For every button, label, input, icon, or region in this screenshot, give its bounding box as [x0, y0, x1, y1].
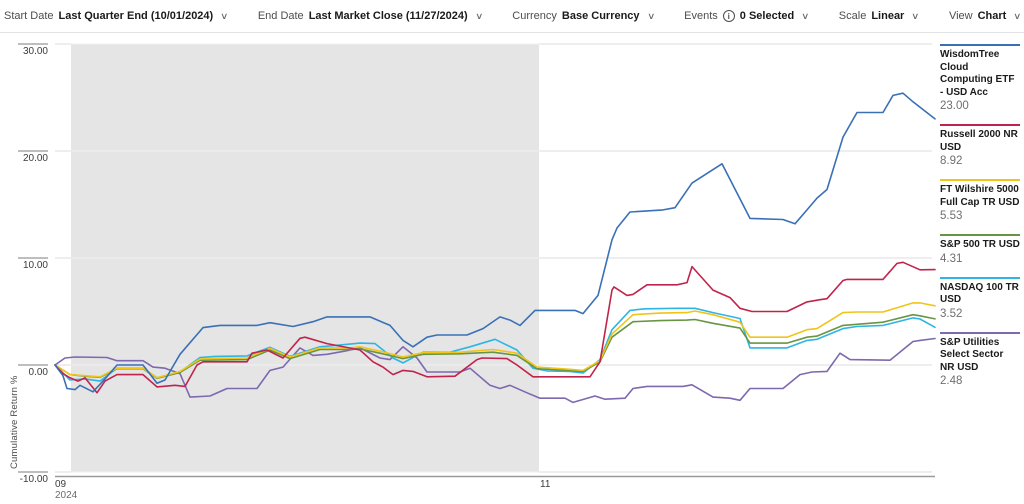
- legend-item-name: S&P Utilities Select Sector NR USD: [940, 336, 1004, 373]
- currency-label: Currency: [512, 10, 557, 22]
- currency-dropdown[interactable]: Currency Base Currency ∨: [512, 10, 655, 22]
- events-dropdown[interactable]: Events i 0 Selected ∨: [684, 10, 810, 22]
- legend-item-value: 4.31: [940, 252, 963, 265]
- toolbar: Start Date Last Quarter End (10/01/2024)…: [0, 0, 1024, 33]
- legend-item-sp-500[interactable]: S&P 500 TR USD 4.31: [940, 234, 1020, 266]
- series-line-ft-wilshire-5000[interactable]: [54, 302, 936, 379]
- series-line-russell-2000[interactable]: [54, 261, 936, 394]
- currency-value: Base Currency: [561, 10, 640, 22]
- scale-label: Scale: [838, 10, 867, 22]
- y-axis-label: 10.00: [22, 260, 48, 271]
- legend-item-value: 23.00: [940, 100, 969, 112]
- start-date-value: Last Quarter End (10/01/2024): [58, 10, 214, 22]
- legend-item-value: 3.52: [940, 307, 963, 320]
- info-icon[interactable]: i: [722, 10, 735, 22]
- chart-plot-area[interactable]: [0, 33, 1024, 504]
- chevron-down-icon: ∨: [801, 10, 810, 21]
- legend-item-russell-2000[interactable]: Russell 2000 NR USD 8.92: [940, 124, 1020, 168]
- chevron-down-icon: ∨: [911, 10, 920, 21]
- start-date-label: Start Date: [4, 10, 54, 22]
- legend: WisdomTree Cloud Computing ETF - USD Acc…: [940, 44, 1020, 399]
- y-axis-title: Cumulative Return %: [9, 375, 20, 469]
- events-label: Events: [684, 10, 718, 22]
- legend-item-name: NASDAQ 100 TR USD: [940, 281, 1019, 306]
- end-date-value: Last Market Close (11/27/2024): [308, 10, 468, 22]
- chevron-down-icon: ∨: [646, 10, 655, 21]
- scale-dropdown[interactable]: Scale Linear ∨: [838, 10, 920, 22]
- x-tick: 09 2024: [55, 479, 77, 501]
- legend-item-value: 5.53: [940, 210, 963, 222]
- legend-item-value: 8.92: [940, 155, 963, 167]
- x-axis-label: 11: [540, 479, 551, 490]
- view-label: View: [948, 10, 973, 22]
- y-axis-label: -10.00: [19, 474, 48, 485]
- series-line-sp-500[interactable]: [54, 313, 936, 380]
- legend-item-ft-wilshire-5000[interactable]: FT Wilshire 5000 Full Cap TR USD 5.53: [940, 179, 1020, 223]
- y-axis-label: 0.00: [28, 367, 48, 378]
- legend-item-name: FT Wilshire 5000 Full Cap TR USD: [940, 184, 1020, 208]
- chevron-down-icon: ∨: [474, 10, 484, 21]
- start-date-dropdown[interactable]: Start Date Last Quarter End (10/01/2024)…: [4, 10, 229, 22]
- end-date-dropdown[interactable]: End Date Last Market Close (11/27/2024) …: [257, 10, 484, 22]
- legend-item-name: S&P 500 TR USD: [940, 239, 1020, 250]
- view-value: Chart: [977, 10, 1007, 22]
- y-axis-label: 20.00: [22, 153, 48, 164]
- legend-item-name: Russell 2000 NR USD: [940, 129, 1018, 153]
- legend-item-value: 2.48: [940, 375, 963, 387]
- x-tick: 11: [540, 479, 550, 490]
- legend-item-nasdaq-100[interactable]: NASDAQ 100 TR USD 3.52: [940, 276, 1020, 321]
- events-value: 0 Selected: [739, 10, 795, 22]
- x-axis-label: 09: [55, 479, 67, 490]
- legend-item-name: WisdomTree Cloud Computing ETF - USD Acc: [940, 49, 1015, 98]
- series-line-wisdomtree-cloud-computing[interactable]: [54, 92, 936, 393]
- series-line-sp-utilities[interactable]: [54, 337, 936, 404]
- view-dropdown[interactable]: View Chart ∨: [948, 10, 1022, 22]
- scale-value: Linear: [871, 10, 905, 22]
- legend-item-sp-utilities[interactable]: S&P Utilities Select Sector NR USD 2.48: [940, 331, 1020, 389]
- end-date-label: End Date: [257, 10, 304, 22]
- chevron-down-icon: ∨: [220, 10, 229, 21]
- chevron-down-icon: ∨: [1013, 10, 1022, 21]
- y-axis-label: 30.00: [22, 46, 48, 57]
- x-axis-sublabel: 2024: [55, 490, 78, 501]
- legend-item-wisdomtree-cloud-computing[interactable]: WisdomTree Cloud Computing ETF - USD Acc…: [940, 44, 1020, 113]
